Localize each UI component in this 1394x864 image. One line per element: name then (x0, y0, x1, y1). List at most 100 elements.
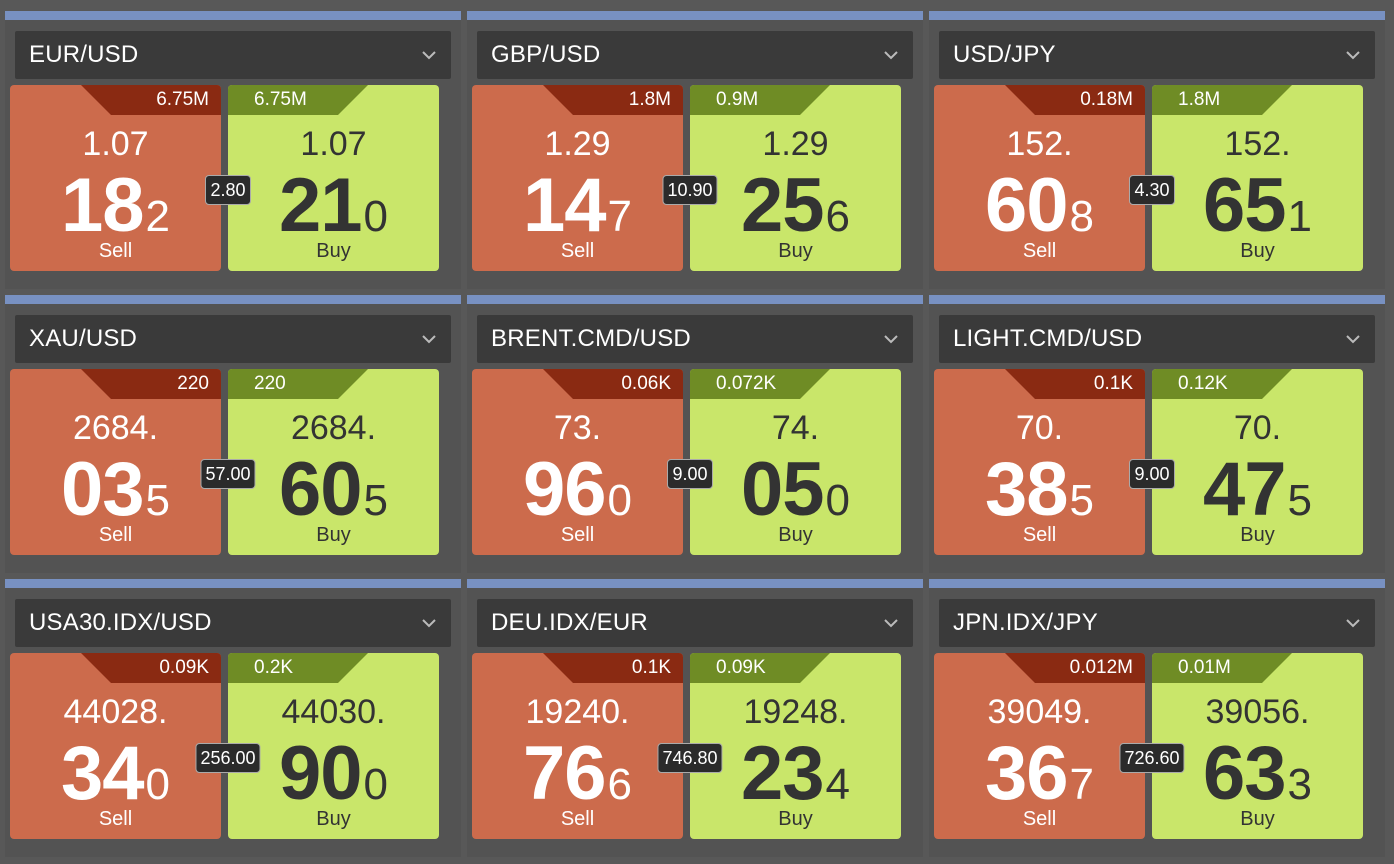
sell-price-prefix: 19240. (525, 693, 630, 731)
symbol-selector[interactable]: GBP/USD (477, 31, 913, 79)
sell-button[interactable]: 6.75M 1.07 182 Sell (10, 85, 221, 271)
sell-pip: 0 (145, 760, 171, 809)
buy-button[interactable]: 0.072K 74. 050 Buy (690, 369, 901, 555)
symbol-selector[interactable]: BRENT.CMD/USD (477, 315, 913, 363)
buy-big-figure: 25 (740, 163, 825, 248)
buy-button[interactable]: 0.12K 70. 475 Buy (1152, 369, 1363, 555)
tile-accent-bar (929, 579, 1385, 588)
symbol-label: DEU.IDX/EUR (491, 609, 648, 636)
buy-price-prefix: 19248. (743, 693, 848, 731)
sell-big-figure: 38 (984, 447, 1069, 532)
chevron-down-icon[interactable] (1345, 47, 1361, 63)
buy-price-main: 234 (690, 729, 901, 819)
sell-button[interactable]: 0.09K 44028. 340 Sell (10, 653, 221, 839)
sell-price-prefix: 152. (1006, 125, 1073, 163)
symbol-selector[interactable]: JPN.IDX/JPY (939, 599, 1375, 647)
sell-button[interactable]: 0.06K 73. 960 Sell (472, 369, 683, 555)
tile-accent-bar (5, 295, 461, 304)
sell-price-main: 385 (934, 445, 1145, 535)
symbol-selector[interactable]: XAU/USD (15, 315, 451, 363)
sell-pip: 0 (607, 476, 633, 525)
chevron-down-icon[interactable] (1345, 615, 1361, 631)
chevron-down-icon[interactable] (1345, 331, 1361, 347)
buy-button[interactable]: 220 2684. 605 Buy (228, 369, 439, 555)
tile-accent-bar (929, 11, 1385, 20)
buy-big-figure: 47 (1202, 447, 1287, 532)
buy-volume: 0.09K (690, 653, 830, 683)
symbol-selector[interactable]: EUR/USD (15, 31, 451, 79)
sell-pip: 7 (1069, 760, 1095, 809)
buy-button[interactable]: 0.9M 1.29 256 Buy (690, 85, 901, 271)
buy-pip: 1 (1287, 192, 1313, 241)
chevron-down-icon[interactable] (883, 615, 899, 631)
buy-price-prefix: 44030. (281, 693, 386, 731)
buy-pip: 3 (1287, 760, 1313, 809)
currency-tile: GBP/USD 1.8M 1.29 147 Sell 0.9M 1.29 256… (467, 11, 923, 289)
buy-label: Buy (316, 240, 351, 262)
buy-button[interactable]: 0.09K 19248. 234 Buy (690, 653, 901, 839)
sell-price-main: 147 (472, 161, 683, 251)
buy-label: Buy (1240, 240, 1275, 262)
buy-button[interactable]: 1.8M 152. 651 Buy (1152, 85, 1363, 271)
buy-pip: 5 (363, 476, 389, 525)
buy-price-main: 475 (1152, 445, 1363, 535)
sell-label: Sell (560, 808, 595, 830)
sell-button[interactable]: 220 2684. 035 Sell (10, 369, 221, 555)
sell-big-figure: 36 (984, 731, 1069, 816)
buy-big-figure: 21 (278, 163, 363, 248)
tile-accent-bar (467, 295, 923, 304)
chevron-down-icon[interactable] (883, 47, 899, 63)
sell-price-prefix: 1.07 (82, 125, 149, 163)
chevron-down-icon[interactable] (421, 331, 437, 347)
sell-price-main: 182 (10, 161, 221, 251)
tile-accent-bar (5, 579, 461, 588)
buy-price-prefix: 2684. (290, 409, 377, 447)
sell-button[interactable]: 0.18M 152. 608 Sell (934, 85, 1145, 271)
buy-volume: 0.01M (1152, 653, 1292, 683)
sell-volume: 0.18M (1005, 85, 1145, 115)
sell-label: Sell (98, 240, 133, 262)
spread-badge: 746.80 (657, 743, 723, 773)
symbol-selector[interactable]: LIGHT.CMD/USD (939, 315, 1375, 363)
buy-volume: 0.072K (690, 369, 830, 399)
sell-volume: 0.06K (543, 369, 683, 399)
sell-pip: 2 (145, 192, 171, 241)
buy-big-figure: 90 (278, 731, 363, 816)
buy-volume: 1.8M (1152, 85, 1292, 115)
spread-badge: 9.00 (1129, 459, 1175, 489)
sell-button[interactable]: 0.1K 19240. 766 Sell (472, 653, 683, 839)
sell-pip: 6 (607, 760, 633, 809)
currency-tile: DEU.IDX/EUR 0.1K 19240. 766 Sell 0.09K 1… (467, 579, 923, 857)
buy-pip: 4 (825, 760, 851, 809)
sell-price-prefix: 44028. (63, 693, 168, 731)
symbol-label: LIGHT.CMD/USD (953, 325, 1143, 352)
buy-big-figure: 63 (1202, 731, 1287, 816)
buy-button[interactable]: 0.2K 44030. 900 Buy (228, 653, 439, 839)
symbol-selector[interactable]: USA30.IDX/USD (15, 599, 451, 647)
sell-button[interactable]: 0.1K 70. 385 Sell (934, 369, 1145, 555)
buy-button[interactable]: 0.01M 39056. 633 Buy (1152, 653, 1363, 839)
sell-price-main: 340 (10, 729, 221, 819)
symbol-selector[interactable]: USD/JPY (939, 31, 1375, 79)
symbol-selector[interactable]: DEU.IDX/EUR (477, 599, 913, 647)
sell-button[interactable]: 0.012M 39049. 367 Sell (934, 653, 1145, 839)
sell-big-figure: 76 (522, 731, 607, 816)
currency-tile: LIGHT.CMD/USD 0.1K 70. 385 Sell 0.12K 70… (929, 295, 1385, 573)
buy-button[interactable]: 6.75M 1.07 210 Buy (228, 85, 439, 271)
buy-pip: 6 (825, 192, 851, 241)
symbol-label: EUR/USD (29, 41, 139, 68)
currency-tile: USA30.IDX/USD 0.09K 44028. 340 Sell 0.2K… (5, 579, 461, 857)
spread-badge: 57.00 (200, 459, 256, 489)
chevron-down-icon[interactable] (421, 47, 437, 63)
buy-label: Buy (316, 524, 351, 546)
symbol-label: BRENT.CMD/USD (491, 325, 691, 352)
buy-price-prefix: 1.07 (300, 125, 367, 163)
sell-price-main: 367 (934, 729, 1145, 819)
chevron-down-icon[interactable] (883, 331, 899, 347)
sell-button[interactable]: 1.8M 1.29 147 Sell (472, 85, 683, 271)
sell-big-figure: 96 (522, 447, 607, 532)
buy-price-prefix: 1.29 (762, 125, 829, 163)
buy-price-main: 210 (228, 161, 439, 251)
chevron-down-icon[interactable] (421, 615, 437, 631)
sell-big-figure: 14 (522, 163, 607, 248)
